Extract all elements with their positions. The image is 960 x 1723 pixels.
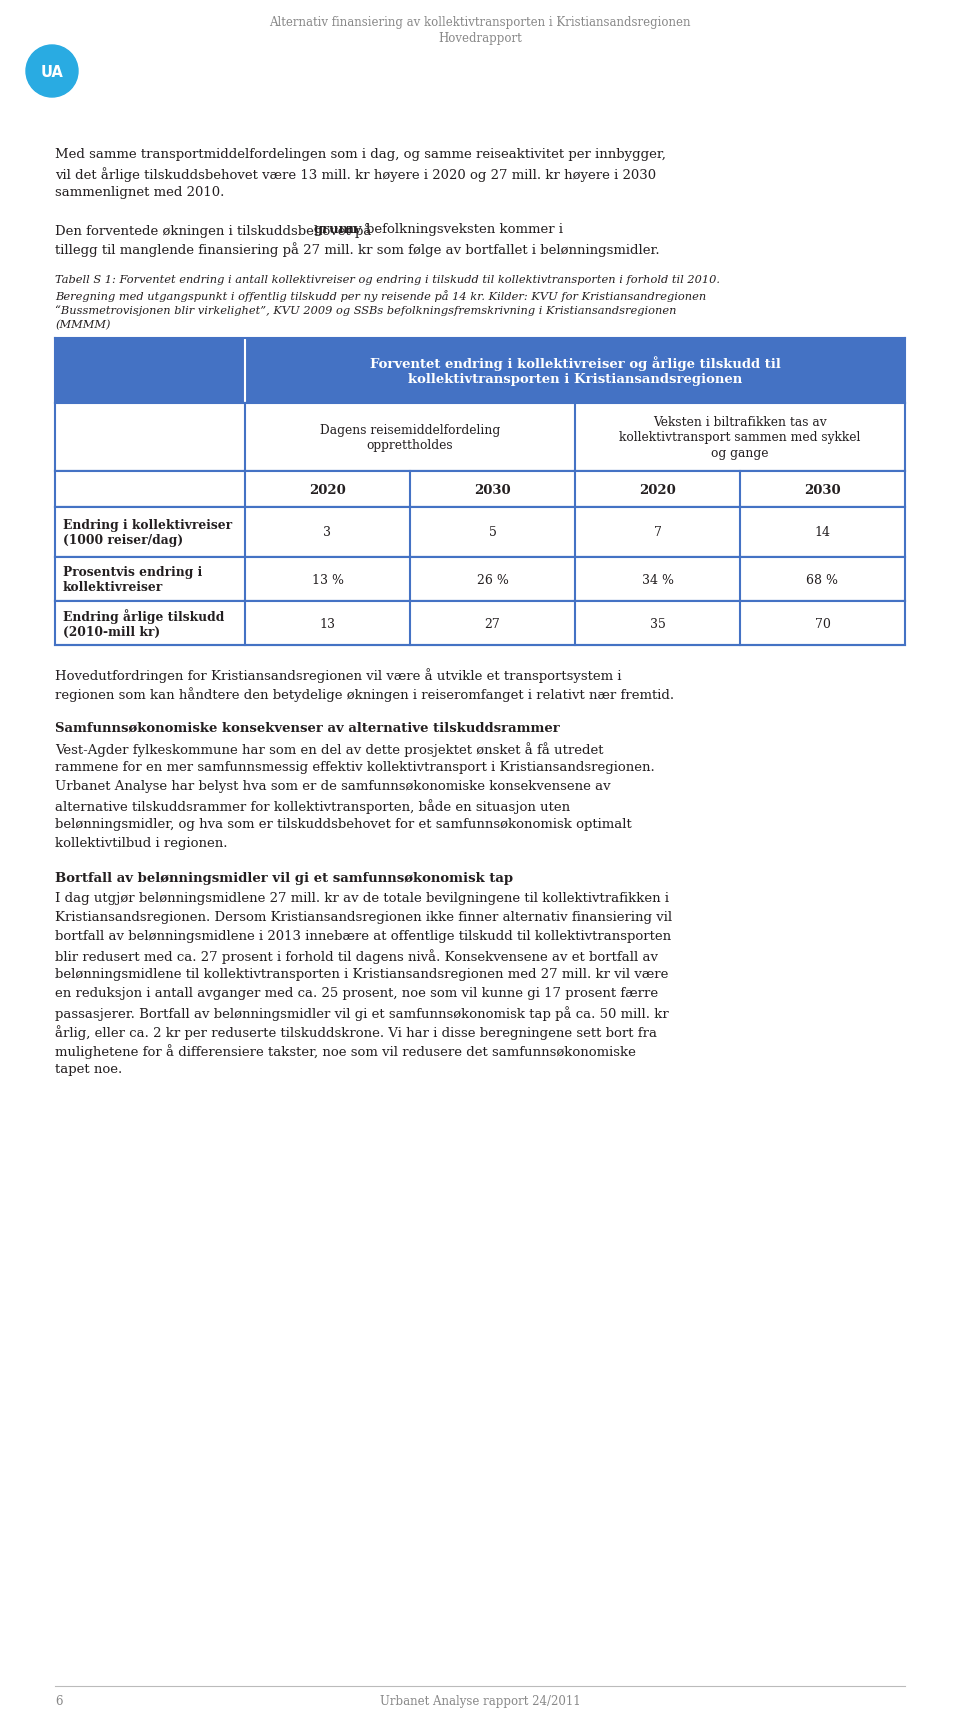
Text: Endring årlige tilskudd
(2010-mill kr): Endring årlige tilskudd (2010-mill kr) — [63, 608, 225, 639]
Text: 13 %: 13 % — [311, 574, 344, 586]
Text: UA: UA — [40, 64, 63, 79]
Text: bortfall av belønningsmidlene i 2013 innebære at offentlige tilskudd til kollekt: bortfall av belønningsmidlene i 2013 inn… — [55, 929, 671, 942]
Text: “Bussmetrovisjonen blir virkelighet”, KVU 2009 og SSBs befolkningsfremskrivning : “Bussmetrovisjonen blir virkelighet”, KV… — [55, 305, 677, 315]
Text: Forventet endring i kollektivreiser og årlige tilskudd til
kollektivtransporten : Forventet endring i kollektivreiser og å… — [370, 357, 780, 386]
Bar — [55, 601, 905, 646]
Text: (MMMM): (MMMM) — [55, 320, 110, 331]
Text: mulighetene for å differensiere takster, noe som vil redusere det samfunnsøkonom: mulighetene for å differensiere takster,… — [55, 1044, 636, 1058]
Text: passasjerer. Bortfall av belønningsmidler vil gi et samfunnsøkonomisk tap på ca.: passasjerer. Bortfall av belønningsmidle… — [55, 1006, 669, 1020]
Text: Kristiansandsregionen. Dersom Kristiansandsregionen ikke finner alternativ finan: Kristiansandsregionen. Dersom Kristiansa… — [55, 910, 672, 924]
Text: Dagens reisemiddelfordeling
opprettholdes: Dagens reisemiddelfordeling opprettholde… — [320, 424, 500, 451]
Text: kollektivtilbud i regionen.: kollektivtilbud i regionen. — [55, 836, 228, 849]
Bar — [55, 558, 905, 601]
Text: tillegg til manglende finansiering på 27 mill. kr som følge av bortfallet i belø: tillegg til manglende finansiering på 27… — [55, 241, 660, 257]
Text: 68 %: 68 % — [806, 574, 838, 586]
Text: Alternativ finansiering av kollektivtransporten i Kristiansandsregionen: Alternativ finansiering av kollektivtran… — [269, 16, 691, 29]
Text: Bortfall av belønningsmidler vil gi et samfunnsøkonomisk tap: Bortfall av belønningsmidler vil gi et s… — [55, 872, 514, 884]
Text: Urbanet Analyse har belyst hva som er de samfunnsøkonomiske konsekvensene av: Urbanet Analyse har belyst hva som er de… — [55, 779, 611, 793]
Text: 2030: 2030 — [474, 482, 511, 496]
Text: 27: 27 — [485, 617, 500, 631]
Text: 2020: 2020 — [309, 482, 346, 496]
Text: sammenlignet med 2010.: sammenlignet med 2010. — [55, 186, 225, 198]
Text: blir redusert med ca. 27 prosent i forhold til dagens nivå. Konsekvensene av et : blir redusert med ca. 27 prosent i forho… — [55, 948, 658, 963]
Text: årlig, eller ca. 2 kr per reduserte tilskuddskrone. Vi har i disse beregningene : årlig, eller ca. 2 kr per reduserte tils… — [55, 1025, 657, 1039]
Text: Beregning med utgangspunkt i offentlig tilskudd per ny reisende på 14 kr. Kilder: Beregning med utgangspunkt i offentlig t… — [55, 289, 707, 302]
Text: Endring i kollektivreiser
(1000 reiser/dag): Endring i kollektivreiser (1000 reiser/d… — [63, 519, 232, 546]
Text: Tabell S 1: Forventet endring i antall kollektivreiser og endring i tilskudd til: Tabell S 1: Forventet endring i antall k… — [55, 276, 720, 284]
Text: 35: 35 — [650, 617, 665, 631]
Text: grunn: grunn — [314, 222, 358, 236]
Circle shape — [26, 47, 78, 98]
Text: Urbanet Analyse rapport 24/2011: Urbanet Analyse rapport 24/2011 — [380, 1694, 580, 1707]
Text: Den forventede økningen i tilskuddsbehovet på: Den forventede økningen i tilskuddsbehov… — [55, 222, 375, 238]
Text: Prosentvis endring i
kollektivreiser: Prosentvis endring i kollektivreiser — [63, 565, 203, 594]
Bar — [55, 339, 905, 403]
Bar — [55, 508, 905, 558]
Text: 34 %: 34 % — [641, 574, 674, 586]
Text: belønningsmidlene til kollektivtransporten i Kristiansandsregionen med 27 mill. : belønningsmidlene til kollektivtransport… — [55, 967, 668, 980]
Text: tapet noe.: tapet noe. — [55, 1063, 122, 1075]
Text: 3: 3 — [324, 526, 331, 539]
Bar — [55, 472, 905, 508]
Text: 2020: 2020 — [639, 482, 676, 496]
Text: Med samme transportmiddelfordelingen som i dag, og samme reiseaktivitet per innb: Med samme transportmiddelfordelingen som… — [55, 148, 666, 160]
Text: en reduksjon i antall avganger med ca. 25 prosent, noe som vil kunne gi 17 prose: en reduksjon i antall avganger med ca. 2… — [55, 987, 659, 999]
Text: alternative tilskuddsrammer for kollektivtransporten, både en situasjon uten: alternative tilskuddsrammer for kollekti… — [55, 798, 570, 813]
Text: Vest-Agder fylkeskommune har som en del av dette prosjektet ønsket å få utredet: Vest-Agder fylkeskommune har som en del … — [55, 741, 604, 756]
Text: 6: 6 — [55, 1694, 62, 1707]
Text: Hovedutfordringen for Kristiansandsregionen vil være å utvikle et transportsyste: Hovedutfordringen for Kristiansandsregio… — [55, 667, 621, 682]
Text: 13: 13 — [320, 617, 335, 631]
Text: 26 %: 26 % — [476, 574, 509, 586]
Text: Hovedrapport: Hovedrapport — [438, 33, 522, 45]
Text: regionen som kan håndtere den betydelige økningen i reiseromfanget i relativt næ: regionen som kan håndtere den betydelige… — [55, 686, 674, 701]
Text: I dag utgjør belønningsmidlene 27 mill. kr av de totale bevilgningene til kollek: I dag utgjør belønningsmidlene 27 mill. … — [55, 891, 669, 905]
Text: 14: 14 — [814, 526, 830, 539]
Text: av befolkningsveksten kommer i: av befolkningsveksten kommer i — [342, 222, 563, 236]
Text: 2030: 2030 — [804, 482, 841, 496]
Text: 5: 5 — [489, 526, 496, 539]
Text: Samfunnsøkonomiske konsekvenser av alternative tilskuddsrammer: Samfunnsøkonomiske konsekvenser av alter… — [55, 722, 560, 734]
Bar — [55, 403, 905, 472]
Text: Veksten i biltrafikken tas av
kollektivtransport sammen med sykkel
og gange: Veksten i biltrafikken tas av kollektivt… — [619, 417, 861, 460]
Text: rammene for en mer samfunnsmessig effektiv kollektivtransport i Kristiansandsreg: rammene for en mer samfunnsmessig effekt… — [55, 760, 655, 774]
Text: 70: 70 — [815, 617, 830, 631]
Text: 7: 7 — [654, 526, 661, 539]
Text: vil det årlige tilskuddsbehovet være 13 mill. kr høyere i 2020 og 27 mill. kr hø: vil det årlige tilskuddsbehovet være 13 … — [55, 167, 656, 181]
Text: belønningsmidler, og hva som er tilskuddsbehovet for et samfunnsøkonomisk optima: belønningsmidler, og hva som er tilskudd… — [55, 817, 632, 830]
